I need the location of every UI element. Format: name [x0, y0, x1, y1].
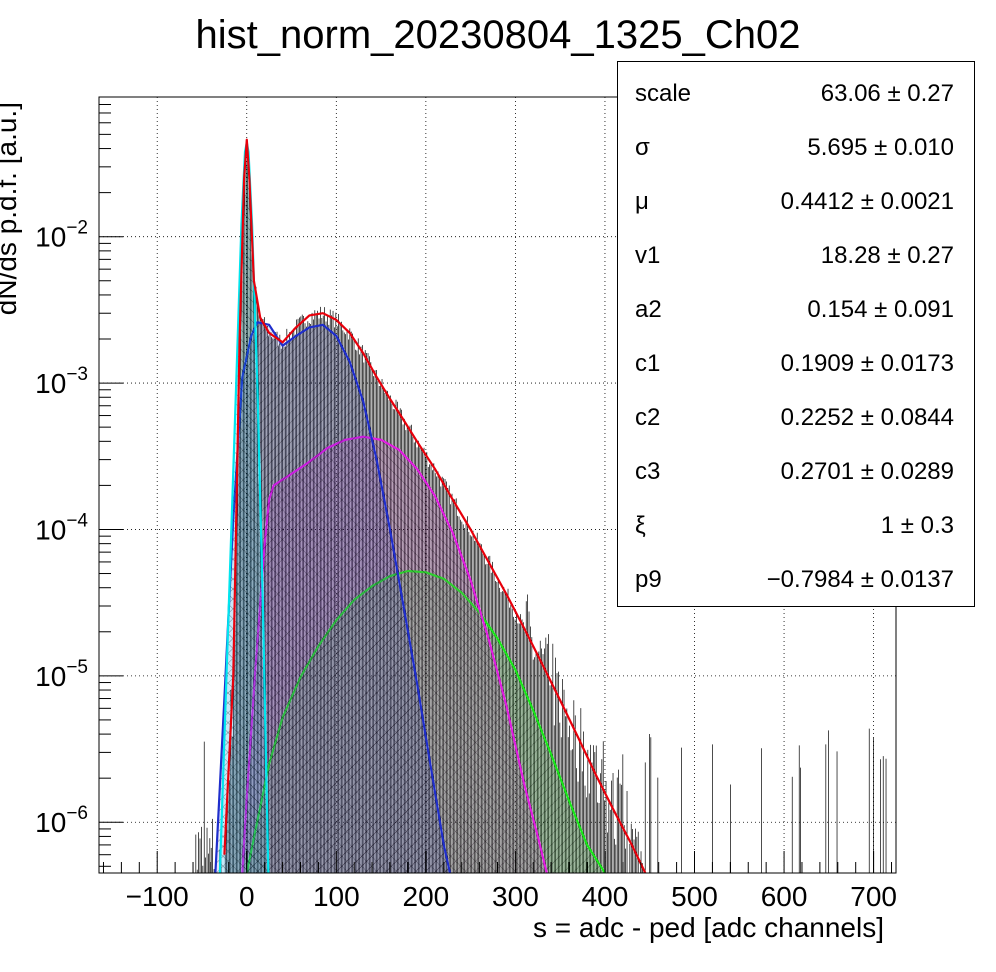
- x-tick-label: 300: [492, 881, 539, 912]
- x-tick-label: 600: [761, 881, 808, 912]
- y-axis-label: dN/ds p.d.f. [a.u.]: [0, 102, 22, 315]
- x-tick-label: 100: [313, 881, 360, 912]
- stat-value: 0.2701 ± 0.0289: [780, 458, 954, 485]
- stat-value: 0.2252 ± 0.0844: [780, 404, 954, 431]
- fit-line: [223, 138, 647, 873]
- stat-row: c2 0.2252 ± 0.0844: [618, 398, 974, 438]
- stat-value: 18.28 ± 0.27: [820, 242, 954, 269]
- stat-row: ξ 1 ± 0.3: [618, 506, 974, 546]
- stat-row: c3 0.2701 ± 0.0289: [618, 452, 974, 492]
- x-tick-label: 400: [582, 881, 629, 912]
- stat-row: c1 0.1909 ± 0.0173: [618, 344, 974, 384]
- axes: −100 0 100 200 300 400 500 600 700 10−2 10−3 10−4 10…: [35, 96, 897, 912]
- stat-name: a2: [635, 296, 662, 323]
- y-tick-label: 10−3: [35, 364, 88, 399]
- stat-value: −0.7984 ± 0.0137: [766, 566, 954, 593]
- stat-row: v1 18.28 ± 0.27: [618, 236, 974, 276]
- fit-statistics-box: scale 63.06 ± 0.27 σ 5.695 ± 0.010 μ 0.4412 ±…: [617, 61, 975, 607]
- series-hatch: [215, 322, 450, 873]
- stat-name: c1: [635, 350, 661, 377]
- stat-name: scale: [635, 80, 692, 107]
- x-tick-label: −100: [126, 881, 189, 912]
- stat-value: 0.4412 ± 0.0021: [780, 188, 954, 215]
- y-tick-label: 10−6: [35, 803, 88, 838]
- stat-value: 0.154 ± 0.091: [807, 296, 954, 323]
- stat-value: 0.1909 ± 0.0173: [780, 350, 954, 377]
- x-tick-label: 500: [671, 881, 718, 912]
- stat-value: 63.06 ± 0.27: [820, 80, 954, 107]
- stat-row: μ 0.4412 ± 0.0021: [618, 182, 974, 222]
- series-group: [214, 138, 647, 873]
- stat-name: σ: [635, 134, 650, 161]
- stat-row: p9 −0.7984 ± 0.0137: [618, 560, 974, 600]
- stat-value: 5.695 ± 0.010: [807, 134, 954, 161]
- stat-row: scale 63.06 ± 0.27: [618, 74, 974, 114]
- y-tick-label: 10−4: [35, 510, 88, 545]
- stat-name: c3: [635, 458, 661, 485]
- stat-row: σ 5.695 ± 0.010: [618, 128, 974, 168]
- x-tick-label: 0: [239, 881, 255, 912]
- y-tick-label: 10−5: [35, 657, 88, 692]
- x-tick-label: 200: [403, 881, 450, 912]
- stat-name: p9: [635, 566, 662, 593]
- y-tick-label: 10−2: [35, 218, 88, 253]
- stat-value: 1 ± 0.3: [880, 512, 954, 539]
- x-axis-label: s = adc - ped [adc channels]: [533, 912, 884, 943]
- x-tick-label: 700: [850, 881, 897, 912]
- stat-row: a2 0.154 ± 0.091: [618, 290, 974, 330]
- stat-name: μ: [635, 188, 649, 215]
- stat-name: v1: [635, 242, 661, 269]
- chart-title: hist_norm_20230804_1325_Ch02: [196, 13, 801, 57]
- stat-name: c2: [635, 404, 661, 431]
- stat-name: ξ: [635, 512, 646, 539]
